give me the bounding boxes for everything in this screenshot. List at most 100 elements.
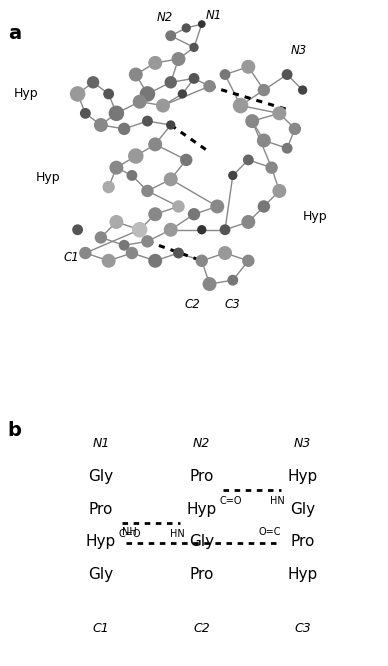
Circle shape — [119, 240, 130, 250]
Circle shape — [228, 170, 237, 180]
Circle shape — [133, 95, 147, 109]
Text: NH: NH — [122, 527, 137, 537]
Circle shape — [220, 224, 230, 235]
Circle shape — [172, 200, 185, 212]
Text: HN: HN — [270, 496, 285, 506]
Text: Hyp: Hyp — [14, 87, 39, 101]
Circle shape — [118, 123, 130, 135]
Text: Pro: Pro — [89, 501, 113, 517]
Circle shape — [140, 86, 155, 102]
Circle shape — [241, 60, 255, 74]
Circle shape — [141, 184, 154, 197]
Text: N2: N2 — [193, 437, 210, 450]
Circle shape — [72, 224, 83, 235]
Circle shape — [233, 98, 248, 113]
Text: Hyp: Hyp — [288, 469, 318, 484]
Circle shape — [109, 215, 123, 229]
Text: N2: N2 — [156, 11, 173, 24]
Circle shape — [126, 247, 138, 259]
Text: b: b — [8, 420, 22, 440]
Circle shape — [164, 222, 178, 236]
Circle shape — [79, 247, 92, 259]
Circle shape — [272, 107, 286, 121]
Circle shape — [189, 73, 199, 84]
Circle shape — [148, 56, 162, 70]
Circle shape — [282, 69, 293, 80]
Text: Gly: Gly — [88, 469, 113, 484]
Text: Hyp: Hyp — [288, 567, 318, 582]
Text: Pro: Pro — [190, 469, 214, 484]
Circle shape — [87, 76, 99, 89]
Circle shape — [197, 225, 206, 234]
Text: N1: N1 — [206, 9, 222, 22]
Circle shape — [173, 248, 184, 258]
Circle shape — [220, 69, 230, 80]
Circle shape — [109, 161, 123, 174]
Text: N1: N1 — [92, 437, 109, 450]
Circle shape — [148, 207, 162, 221]
Text: C2: C2 — [184, 298, 200, 310]
Circle shape — [198, 20, 206, 28]
Text: Pro: Pro — [291, 535, 315, 549]
Circle shape — [126, 170, 137, 181]
Circle shape — [164, 172, 178, 186]
Circle shape — [109, 106, 124, 121]
Circle shape — [203, 277, 217, 291]
Text: N3: N3 — [291, 44, 307, 57]
Text: C1: C1 — [92, 621, 109, 635]
Text: C=O: C=O — [219, 496, 242, 506]
Circle shape — [148, 254, 162, 268]
Circle shape — [132, 222, 147, 238]
Circle shape — [80, 108, 91, 119]
Circle shape — [178, 89, 187, 99]
Circle shape — [171, 52, 185, 66]
Circle shape — [289, 123, 301, 135]
Circle shape — [203, 80, 216, 93]
Text: C3: C3 — [294, 621, 311, 635]
Circle shape — [272, 184, 286, 198]
Text: HN: HN — [170, 529, 184, 539]
Circle shape — [188, 208, 200, 220]
Text: O=C: O=C — [259, 527, 281, 537]
Circle shape — [196, 254, 208, 267]
Circle shape — [70, 86, 85, 102]
Text: Hyp: Hyp — [303, 210, 327, 222]
Text: Hyp: Hyp — [36, 171, 60, 184]
Circle shape — [165, 31, 176, 41]
Circle shape — [227, 275, 238, 286]
Circle shape — [180, 154, 192, 166]
Circle shape — [218, 246, 232, 260]
Circle shape — [243, 155, 254, 165]
Circle shape — [94, 118, 108, 132]
Circle shape — [128, 149, 144, 164]
Text: Hyp: Hyp — [187, 501, 217, 517]
Circle shape — [241, 215, 255, 229]
Circle shape — [166, 121, 175, 130]
Circle shape — [129, 67, 143, 81]
Circle shape — [165, 76, 177, 89]
Circle shape — [102, 181, 115, 193]
Circle shape — [210, 200, 224, 213]
Text: Pro: Pro — [190, 567, 214, 582]
Text: a: a — [8, 24, 21, 43]
Circle shape — [258, 200, 270, 212]
Circle shape — [148, 137, 162, 151]
Text: C=O: C=O — [118, 529, 141, 539]
Circle shape — [142, 116, 153, 127]
Circle shape — [257, 133, 271, 147]
Circle shape — [102, 254, 116, 268]
Text: C2: C2 — [193, 621, 210, 635]
Circle shape — [258, 84, 270, 97]
Text: N3: N3 — [294, 437, 311, 450]
Circle shape — [95, 231, 107, 244]
Circle shape — [298, 85, 307, 95]
Text: Gly: Gly — [88, 567, 113, 582]
Circle shape — [141, 235, 154, 248]
Text: Gly: Gly — [290, 501, 315, 517]
Circle shape — [265, 161, 278, 174]
Text: C1: C1 — [64, 251, 80, 264]
Text: Gly: Gly — [189, 535, 214, 549]
Circle shape — [189, 43, 199, 52]
Circle shape — [103, 89, 114, 99]
Circle shape — [242, 254, 255, 267]
